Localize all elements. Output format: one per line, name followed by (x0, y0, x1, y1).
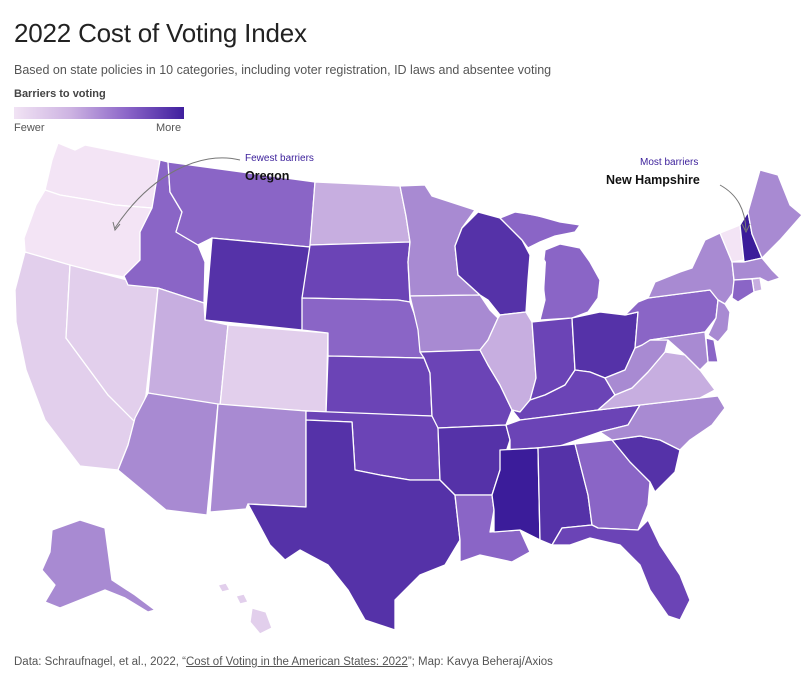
most-barriers-state: New Hampshire (606, 173, 700, 187)
source-link[interactable]: Cost of Voting in the American States: 2… (185, 656, 408, 668)
new-hampshire-arrow-head (741, 223, 751, 234)
state-michigan-lower (539, 243, 601, 321)
source-footer: Data: Schraufnagel, et al., 2022, “Cost … (14, 656, 553, 668)
state-colorado (219, 324, 329, 413)
state-maine (747, 169, 803, 259)
state-pennsylvania (624, 289, 719, 349)
state-north-dakota (309, 181, 411, 246)
fewest-barriers-state: Oregon (245, 169, 290, 183)
state-florida (551, 519, 691, 621)
fewest-barriers-label: Fewest barriers (245, 153, 314, 164)
state-texas (247, 419, 461, 631)
legend-color-scale (14, 107, 184, 119)
legend-high-label: More (156, 122, 182, 134)
oregon-annotation-arrow (114, 157, 241, 229)
map-title: 2022 Cost of Voting Index (14, 18, 307, 48)
state-hawaii (217, 582, 273, 635)
legend-title: Barriers to voting (14, 88, 106, 100)
state-new-jersey (707, 299, 731, 343)
oregon-arrow-head (112, 221, 121, 232)
most-barriers-label: Most barriers (640, 157, 699, 168)
lake-michigan (528, 248, 546, 322)
legend-low-label: Fewer (14, 122, 45, 134)
state-south-dakota (301, 241, 411, 303)
state-connecticut (731, 278, 755, 303)
map-subtitle: Based on state policies in 10 categories… (14, 63, 552, 77)
state-montana (167, 161, 316, 248)
us-choropleth-map (14, 142, 803, 635)
footer-prefix: Data: Schraufnagel, et al., 2022, “ (14, 656, 186, 668)
state-alaska (41, 519, 156, 613)
lake-superior (480, 204, 560, 218)
state-new-mexico (209, 403, 307, 513)
state-kansas (325, 355, 433, 417)
footer-suffix: ”; Map: Kavya Beheraj/Axios (407, 656, 553, 668)
new-hampshire-annotation-arrow (719, 184, 747, 231)
state-wyoming (204, 237, 311, 331)
state-maryland (649, 331, 709, 371)
